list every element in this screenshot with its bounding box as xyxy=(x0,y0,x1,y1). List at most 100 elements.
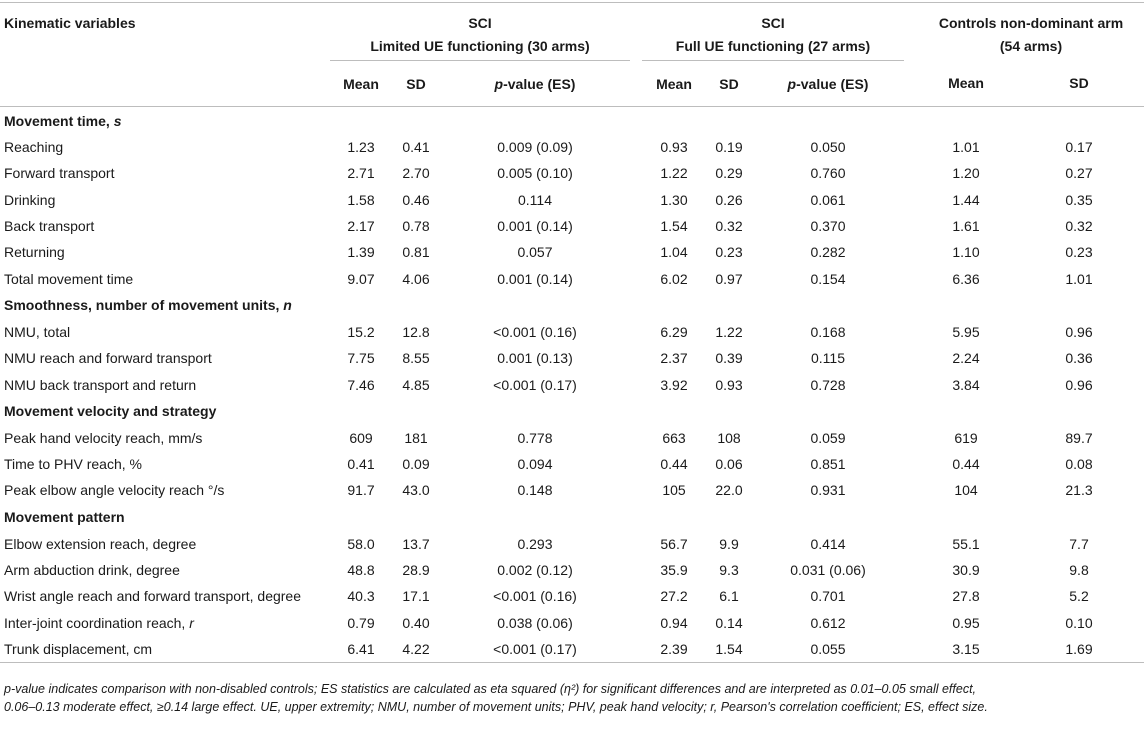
section-title: Movement velocity and strategy xyxy=(4,403,217,420)
header-group3-title: Controls non-dominant arm xyxy=(918,2,1144,31)
cell-sd-1: 181 xyxy=(404,429,428,446)
table-row: NMU, total 15.2 12.8 <0.001 (0.16) 6.29 1.22 0… xyxy=(0,319,1144,345)
cell-sd-3: 0.35 xyxy=(1065,191,1093,208)
cell-sd-3: 0.23 xyxy=(1065,244,1093,261)
cell-pvalue-2: 0.050 xyxy=(810,139,846,156)
cell-mean-2: 6.29 xyxy=(660,323,688,340)
row-label: Time to PHV reach, % xyxy=(4,456,142,473)
section-title: Movement pattern xyxy=(4,509,125,526)
cell-pvalue-1: <0.001 (0.17) xyxy=(493,376,577,393)
header-group1-subtitle: Limited UE functioning (30 arms) xyxy=(330,31,630,61)
cell-pvalue-1: 0.005 (0.10) xyxy=(497,165,573,182)
cell-mean-3: 1.61 xyxy=(952,218,980,235)
cell-sd-2: 0.14 xyxy=(715,614,743,631)
cell-pvalue-2: 0.154 xyxy=(810,270,846,287)
row-label: Total movement time xyxy=(4,270,134,287)
cell-mean-1: 1.23 xyxy=(347,139,375,156)
cell-mean-1: 7.75 xyxy=(347,350,375,367)
cell-sd-1: 17.1 xyxy=(402,588,430,605)
cell-pvalue-2: 0.370 xyxy=(810,218,846,235)
table-row: Peak hand velocity reach, mm/s 609 181 0.77… xyxy=(0,425,1144,451)
cell-mean-2: 6.02 xyxy=(660,270,688,287)
cell-pvalue-1: 0.057 xyxy=(517,244,553,261)
header-group3-subtitle: (54 arms) xyxy=(999,37,1063,54)
cell-mean-2: 0.44 xyxy=(660,456,688,473)
cell-mean-1: 6.41 xyxy=(330,635,392,664)
cell-mean-1: 0.79 xyxy=(347,614,375,631)
header-pvalue-2: p-value (ES) xyxy=(752,60,904,107)
row-label: Back transport xyxy=(4,218,95,235)
cell-pvalue-2: 0.115 xyxy=(811,350,845,367)
table-row: NMU back transport and return 7.46 4.85 <0.… xyxy=(0,371,1144,397)
cell-mean-3: 0.95 xyxy=(952,614,980,631)
cell-sd-2: 0.23 xyxy=(715,244,743,261)
cell-sd-2: 0.19 xyxy=(715,139,743,156)
cell-mean-3: 1.01 xyxy=(952,139,980,156)
cell-pvalue-1: <0.001 (0.16) xyxy=(493,323,577,340)
table-row: NMU reach and forward transport 7.75 8.55 0… xyxy=(0,345,1144,371)
cell-mean-2: 1.04 xyxy=(660,244,688,261)
cell-sd-1: 4.22 xyxy=(392,635,440,664)
cell-sd-3: 0.08 xyxy=(1065,456,1093,473)
cell-pvalue-2: 0.931 xyxy=(810,482,846,499)
cell-mean-1: 48.8 xyxy=(347,562,375,578)
cell-mean-1: 1.39 xyxy=(347,244,375,261)
row-label: Forward transport xyxy=(4,165,115,182)
kinematics-table: Kinematic variables SCI SCI Controls non… xyxy=(0,2,1144,664)
cell-pvalue-1: 0.148 xyxy=(517,482,553,499)
cell-mean-3: 3.15 xyxy=(918,635,1014,664)
row-label: Trunk displacement, cm xyxy=(0,635,330,664)
header-kinematic-variables: Kinematic variables xyxy=(0,2,330,31)
table-row: Trunk displacement, cm 6.41 4.22 <0.001 (0.… xyxy=(0,635,1144,664)
cell-pvalue-1: 0.001 (0.13) xyxy=(497,350,573,367)
table-row: Peak elbow angle velocity reach °/s 91.7 4… xyxy=(0,477,1144,503)
cell-mean-1: 609 xyxy=(349,429,373,446)
cell-sd-1: 4.06 xyxy=(402,270,430,287)
cell-sd-2: 6.1 xyxy=(719,588,739,605)
cell-mean-1: 15.2 xyxy=(347,323,375,340)
cell-mean-3: 27.8 xyxy=(952,588,980,605)
cell-mean-3: 1.44 xyxy=(952,191,980,208)
cell-mean-2: 105 xyxy=(662,482,686,499)
cell-sd-1: 43.0 xyxy=(402,482,430,499)
header-group2-title: SCI xyxy=(642,2,904,31)
cell-sd-3: 0.36 xyxy=(1065,350,1093,367)
cell-mean-3: 6.36 xyxy=(952,270,980,287)
cell-pvalue-1: 0.114 xyxy=(518,191,552,208)
section-row: Movement pattern xyxy=(0,504,1144,531)
cell-sd-3: 0.96 xyxy=(1065,323,1093,340)
cell-sd-3: 1.01 xyxy=(1065,270,1093,287)
table-row: Elbow extension reach, degree 58.0 13.7 0.2… xyxy=(0,531,1144,557)
table-header: Kinematic variables SCI SCI Controls non… xyxy=(0,2,1144,107)
row-label: Reaching xyxy=(4,139,64,156)
row-label: NMU, total xyxy=(4,323,71,340)
cell-mean-1: 1.58 xyxy=(347,191,375,208)
cell-sd-2: 9.9 xyxy=(719,535,739,552)
cell-sd-3: 7.7 xyxy=(1069,535,1089,552)
footnote-line-1: p-value indicates comparison with non-di… xyxy=(4,682,977,696)
row-label: Peak hand velocity reach, mm/s xyxy=(4,429,203,446)
cell-pvalue-2: 0.168 xyxy=(810,323,846,340)
cell-sd-2: 0.26 xyxy=(715,191,743,208)
cell-pvalue-2: 0.612 xyxy=(810,614,846,631)
row-label: Wrist angle reach and forward transport,… xyxy=(4,588,302,605)
cell-mean-1: 58.0 xyxy=(347,535,375,552)
cell-mean-3: 104 xyxy=(954,482,978,499)
cell-pvalue-1: <0.001 (0.16) xyxy=(493,588,577,605)
cell-mean-1: 0.41 xyxy=(347,456,375,473)
cell-mean-2: 1.54 xyxy=(660,218,688,235)
cell-sd-2: 108 xyxy=(717,429,741,446)
cell-mean-3: 30.9 xyxy=(952,562,980,578)
section-row: Smoothness, number of movement units, n xyxy=(0,292,1144,319)
cell-sd-2: 22.0 xyxy=(715,482,743,499)
row-label: Arm abduction drink, degree xyxy=(4,562,180,578)
cell-mean-1: 9.07 xyxy=(347,270,375,287)
header-group2-subtitle: Full UE functioning (27 arms) xyxy=(642,31,904,61)
cell-pvalue-2: 0.061 xyxy=(810,191,846,208)
cell-sd-3: 21.3 xyxy=(1065,482,1093,499)
cell-mean-2: 35.9 xyxy=(660,562,688,578)
cell-sd-2: 0.32 xyxy=(715,218,743,235)
table-row: Drinking 1.58 0.46 0.114 1.30 0.26 0.061 1.44 0.… xyxy=(0,187,1144,213)
row-label: NMU back transport and return xyxy=(4,376,197,393)
cell-sd-2: 0.97 xyxy=(715,270,743,287)
